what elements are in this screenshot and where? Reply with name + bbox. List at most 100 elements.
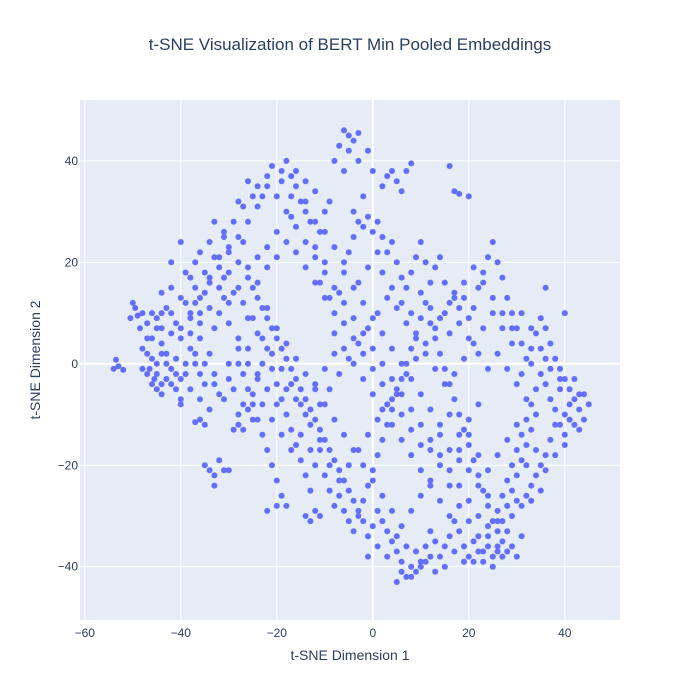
scatter-point bbox=[499, 492, 506, 499]
scatter-point bbox=[437, 462, 443, 469]
scatter-point bbox=[211, 381, 218, 388]
scatter-point bbox=[465, 416, 472, 423]
scatter-point bbox=[408, 507, 415, 514]
scatter-point bbox=[245, 264, 251, 271]
scatter-point bbox=[489, 563, 496, 570]
x-tick-label: −60 bbox=[75, 626, 96, 640]
scatter-point bbox=[264, 244, 271, 251]
scatter-point bbox=[192, 284, 199, 291]
scatter-point bbox=[273, 254, 280, 261]
scatter-point bbox=[379, 330, 386, 337]
scatter-point bbox=[273, 502, 280, 509]
scatter-point bbox=[369, 467, 376, 474]
scatter-point bbox=[461, 294, 467, 301]
scatter-point bbox=[326, 487, 333, 494]
scatter-point bbox=[470, 305, 477, 311]
scatter-point bbox=[345, 147, 352, 154]
scatter-point bbox=[163, 305, 170, 311]
scatter-point bbox=[485, 523, 491, 530]
scatter-point bbox=[341, 259, 347, 266]
scatter-point bbox=[235, 259, 242, 266]
scatter-point bbox=[302, 513, 309, 519]
scatter-point bbox=[144, 371, 151, 377]
scatter-point bbox=[177, 294, 184, 301]
scatter-point bbox=[475, 482, 482, 489]
scatter-point bbox=[537, 487, 544, 494]
scatter-point bbox=[307, 406, 314, 413]
scatter-point bbox=[297, 401, 304, 408]
scatter-point bbox=[437, 315, 443, 322]
scatter-point bbox=[269, 462, 275, 469]
scatter-point bbox=[518, 340, 525, 347]
scatter-point bbox=[331, 502, 338, 509]
scatter-point bbox=[403, 543, 410, 550]
scatter-point bbox=[235, 421, 242, 428]
scatter-point bbox=[197, 294, 203, 301]
scatter-point bbox=[547, 436, 554, 443]
scatter-point bbox=[485, 543, 491, 550]
scatter-point bbox=[197, 396, 203, 403]
scatter-point bbox=[355, 340, 362, 347]
scatter-point bbox=[365, 264, 371, 271]
scatter-point bbox=[245, 406, 251, 413]
scatter-point bbox=[230, 426, 237, 433]
scatter-point bbox=[417, 492, 424, 499]
scatter-point bbox=[374, 507, 381, 514]
scatter-point bbox=[321, 259, 328, 266]
scatter-point bbox=[470, 340, 477, 347]
scatter-point bbox=[456, 320, 463, 327]
scatter-point bbox=[432, 538, 439, 545]
scatter-point bbox=[537, 345, 544, 352]
scatter-point bbox=[302, 396, 309, 403]
scatter-point bbox=[533, 386, 539, 393]
scatter-point bbox=[509, 543, 515, 550]
scatter-point bbox=[499, 553, 506, 560]
scatter-point bbox=[451, 548, 458, 555]
scatter-point bbox=[427, 447, 434, 453]
scatter-point bbox=[398, 391, 405, 398]
scatter-point bbox=[201, 289, 208, 296]
scatter-point bbox=[499, 274, 506, 281]
scatter-point bbox=[192, 360, 199, 367]
scatter-point bbox=[302, 208, 309, 215]
scatter-point bbox=[365, 147, 371, 154]
scatter-point bbox=[341, 320, 347, 327]
scatter-point bbox=[465, 497, 472, 504]
scatter-point bbox=[374, 310, 381, 317]
scatter-point bbox=[365, 533, 371, 540]
scatter-point bbox=[417, 467, 424, 474]
scatter-point bbox=[528, 482, 535, 489]
scatter-point bbox=[379, 518, 386, 525]
scatter-point bbox=[408, 310, 415, 317]
scatter-point bbox=[153, 325, 160, 332]
scatter-point bbox=[379, 360, 386, 367]
scatter-point bbox=[451, 188, 458, 195]
scatter-point bbox=[456, 457, 463, 464]
scatter-point bbox=[245, 218, 251, 225]
scatter-point bbox=[240, 239, 247, 245]
scatter-point bbox=[127, 315, 134, 322]
scatter-point bbox=[408, 345, 415, 352]
scatter-point bbox=[331, 350, 338, 357]
scatter-point bbox=[297, 431, 304, 438]
scatter-point bbox=[427, 482, 434, 489]
scatter-point bbox=[139, 310, 146, 317]
scatter-point bbox=[235, 234, 242, 240]
scatter-point bbox=[470, 264, 477, 271]
scatter-point bbox=[321, 294, 328, 301]
scatter-point bbox=[264, 183, 271, 190]
scatter-point bbox=[475, 284, 482, 291]
scatter-point bbox=[480, 558, 487, 565]
scatter-point bbox=[278, 345, 285, 352]
scatter-point bbox=[499, 538, 506, 545]
scatter-point bbox=[389, 376, 395, 382]
scatter-point bbox=[151, 376, 158, 382]
scatter-point bbox=[398, 568, 405, 575]
scatter-point bbox=[509, 513, 515, 519]
scatter-point bbox=[293, 442, 299, 448]
scatter-point bbox=[557, 386, 563, 393]
scatter-point bbox=[389, 284, 395, 291]
scatter-point bbox=[331, 244, 338, 251]
scatter-point bbox=[350, 447, 357, 453]
scatter-point bbox=[504, 528, 511, 535]
